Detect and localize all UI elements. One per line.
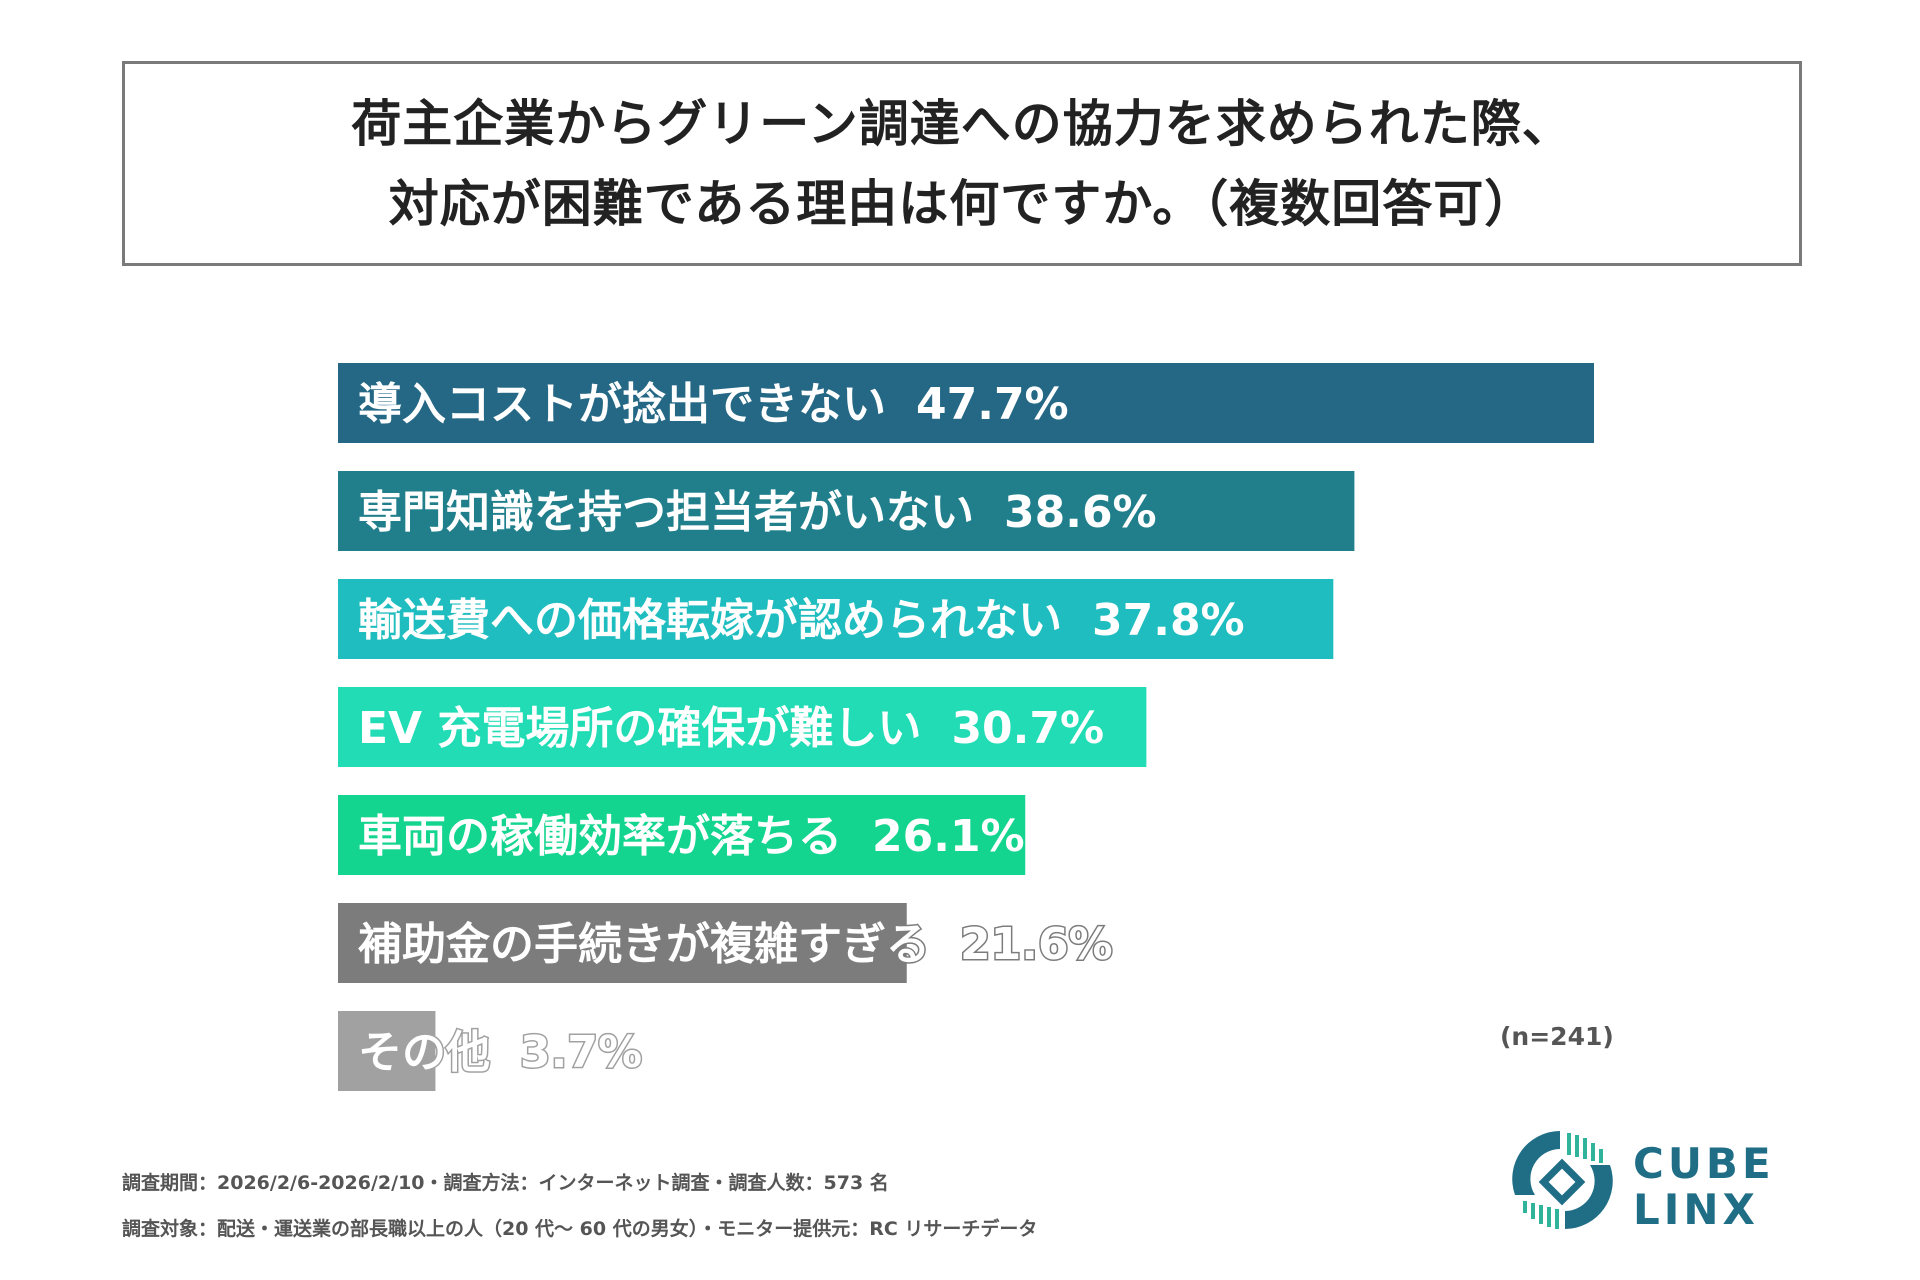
bar-2 <box>338 471 1355 551</box>
bar-category-label: 専門知識を持つ担当者がいない <box>358 487 974 538</box>
bar-category-label: その他 <box>358 1027 490 1078</box>
survey-footer-line-1: 調査期間：2026/2/6-2026/2/10・調査方法：インターネット調査・調… <box>122 1172 889 1194</box>
bar-value-label: 21.6% <box>960 919 1113 970</box>
bar-7 <box>338 1011 436 1091</box>
survey-footer: 調査期間：2026/2/6-2026/2/10・調査方法：インターネット調査・調… <box>122 1160 1037 1252</box>
bar-value-label: 30.7% <box>951 703 1104 754</box>
chart-title-line-1: 荷主企業からグリーン調達への協力を求められた際、 <box>351 94 1573 153</box>
cube-linx-logo: CUBE LINX <box>1505 1125 1805 1235</box>
bar-value-label: 38.6% <box>1004 487 1157 538</box>
bar-value-label: 3.7% <box>520 1027 642 1078</box>
bar-category-label: 輸送費への価格転嫁が認められない <box>358 595 1062 646</box>
bar-value-label: 37.8% <box>1092 595 1245 646</box>
bar-1 <box>338 363 1594 443</box>
survey-footer-line-2: 調査対象：配送・運送業の部長職以上の人（20 代～ 60 代の男女）・モニター提… <box>122 1218 1038 1240</box>
bar-4 <box>338 687 1147 767</box>
bar-6 <box>338 903 907 983</box>
chart-title-line-2: 対応が困難である理由は何ですか。（複数回答可） <box>388 174 1536 233</box>
bar-value-label: 47.7% <box>916 379 1069 430</box>
bar-5 <box>338 795 1026 875</box>
bar-value-label: 26.1% <box>872 811 1025 862</box>
cube-linx-emblem-icon <box>1512 1131 1613 1229</box>
logo-word-linx: LINX <box>1633 1185 1759 1234</box>
sample-size-note: (n=241) <box>1500 1022 1614 1051</box>
bar-category-label: 導入コストが捻出できない <box>358 379 886 430</box>
bar-3 <box>338 579 1334 659</box>
logo-word-cube: CUBE <box>1633 1139 1775 1188</box>
bar-category-label: 車両の稼働効率が落ちる <box>358 811 842 862</box>
bar-category-label: 補助金の手続きが複雑すぎる <box>358 919 930 970</box>
bar-category-label: EV 充電場所の確保が難しい <box>358 703 921 754</box>
chart-title-box: 荷主企業からグリーン調達への協力を求められた際、 対応が困難である理由は何ですか… <box>122 61 1802 266</box>
